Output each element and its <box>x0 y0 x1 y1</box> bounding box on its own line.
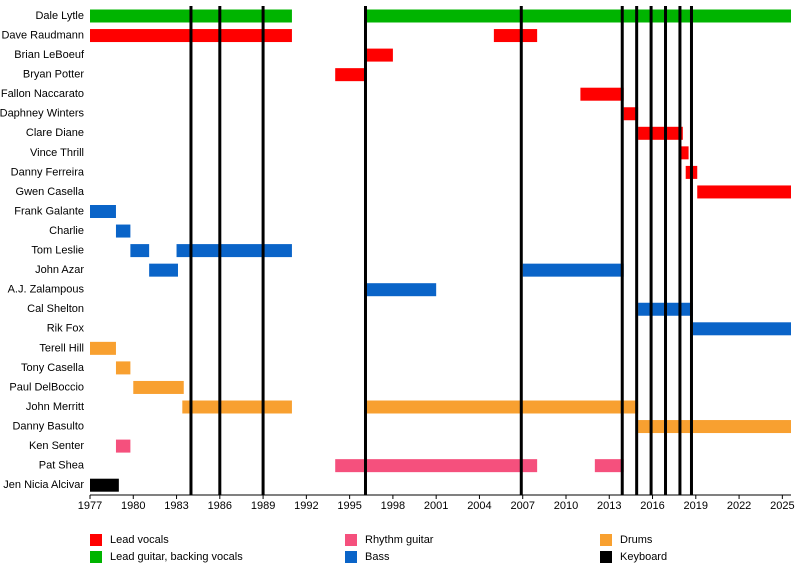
legend-swatch <box>90 551 102 563</box>
bar <box>90 478 119 492</box>
legend-label: Rhythm guitar <box>365 534 434 546</box>
row-label: A.J. Zalampous <box>8 284 85 296</box>
legend-label: Bass <box>365 551 390 563</box>
row-label: Danny Ferreira <box>11 166 85 178</box>
x-tick-label: 1977 <box>78 500 102 512</box>
x-tick-label: 1995 <box>337 500 361 512</box>
row-label: Pat Shea <box>39 460 85 472</box>
x-tick-label: 2001 <box>424 500 448 512</box>
bar <box>335 459 538 473</box>
x-tick-label: 1992 <box>294 500 318 512</box>
bar <box>679 146 689 160</box>
legend-label: Keyboard <box>620 551 667 563</box>
row-label: Fallon Naccarato <box>1 88 84 100</box>
x-tick-label: 2016 <box>640 500 664 512</box>
row-label: Brian LeBoeuf <box>14 49 85 61</box>
x-tick-label: 2007 <box>510 500 534 512</box>
bar <box>594 459 624 473</box>
row-label: Tom Leslie <box>31 245 84 257</box>
x-tick-label: 2004 <box>467 500 491 512</box>
row-label: Dave Raudmann <box>1 29 84 41</box>
row-label: Jen Nicia Alcivar <box>3 479 84 491</box>
row-label: Frank Galante <box>14 205 84 217</box>
bar <box>115 361 131 375</box>
bar <box>133 380 184 394</box>
bar <box>364 9 791 23</box>
bar <box>697 185 791 199</box>
bar <box>580 87 624 101</box>
row-label: Rik Fox <box>47 323 85 335</box>
legend-label: Lead guitar, backing vocals <box>110 551 243 563</box>
row-label: John Azar <box>35 264 84 276</box>
x-tick-label: 2025 <box>770 500 794 512</box>
row-label: Cal Shelton <box>27 303 84 315</box>
x-tick-label: 1983 <box>164 500 188 512</box>
x-tick-label: 2022 <box>727 500 751 512</box>
bar <box>182 400 292 414</box>
row-label: Vince Thrill <box>30 147 84 159</box>
row-label: Terell Hill <box>39 342 84 354</box>
bar <box>130 244 150 258</box>
x-tick-label: 1980 <box>121 500 145 512</box>
legend-swatch <box>90 534 102 546</box>
row-label: Daphney Winters <box>0 108 84 120</box>
x-tick-label: 2013 <box>597 500 621 512</box>
bar <box>623 107 639 121</box>
bar <box>115 224 131 238</box>
row-label: Gwen Casella <box>16 186 85 198</box>
bar <box>364 283 437 297</box>
row-label: Paul DelBoccio <box>9 381 84 393</box>
bar <box>149 263 178 277</box>
bar <box>364 400 639 414</box>
row-label: Clare Diane <box>26 127 84 139</box>
row-label: John Merritt <box>26 401 84 413</box>
legend-swatch <box>345 551 357 563</box>
x-tick-label: 1989 <box>251 500 275 512</box>
bar <box>176 244 292 258</box>
bar <box>115 439 131 453</box>
row-label: Danny Basulto <box>12 420 84 432</box>
bar <box>493 29 538 43</box>
bar <box>335 68 365 82</box>
row-label: Ken Senter <box>29 440 84 452</box>
row-label: Bryan Potter <box>23 69 84 81</box>
legend-label: Drums <box>620 534 653 546</box>
row-label: Tony Casella <box>21 362 85 374</box>
x-tick-label: 1986 <box>208 500 232 512</box>
bar <box>692 322 791 336</box>
bar <box>638 126 683 140</box>
x-tick-label: 2010 <box>554 500 578 512</box>
bar <box>90 205 116 218</box>
x-tick-label: 1998 <box>381 500 405 512</box>
legend-swatch <box>600 534 612 546</box>
bar <box>522 263 624 277</box>
legend-swatch <box>345 534 357 546</box>
bar <box>90 341 116 355</box>
legend-swatch <box>600 551 612 563</box>
row-label: Charlie <box>49 225 84 237</box>
legend-label: Lead vocals <box>110 534 169 546</box>
bar <box>364 48 393 62</box>
row-label: Dale Lytle <box>35 10 84 22</box>
bar <box>638 420 791 434</box>
x-tick-label: 2019 <box>684 500 708 512</box>
